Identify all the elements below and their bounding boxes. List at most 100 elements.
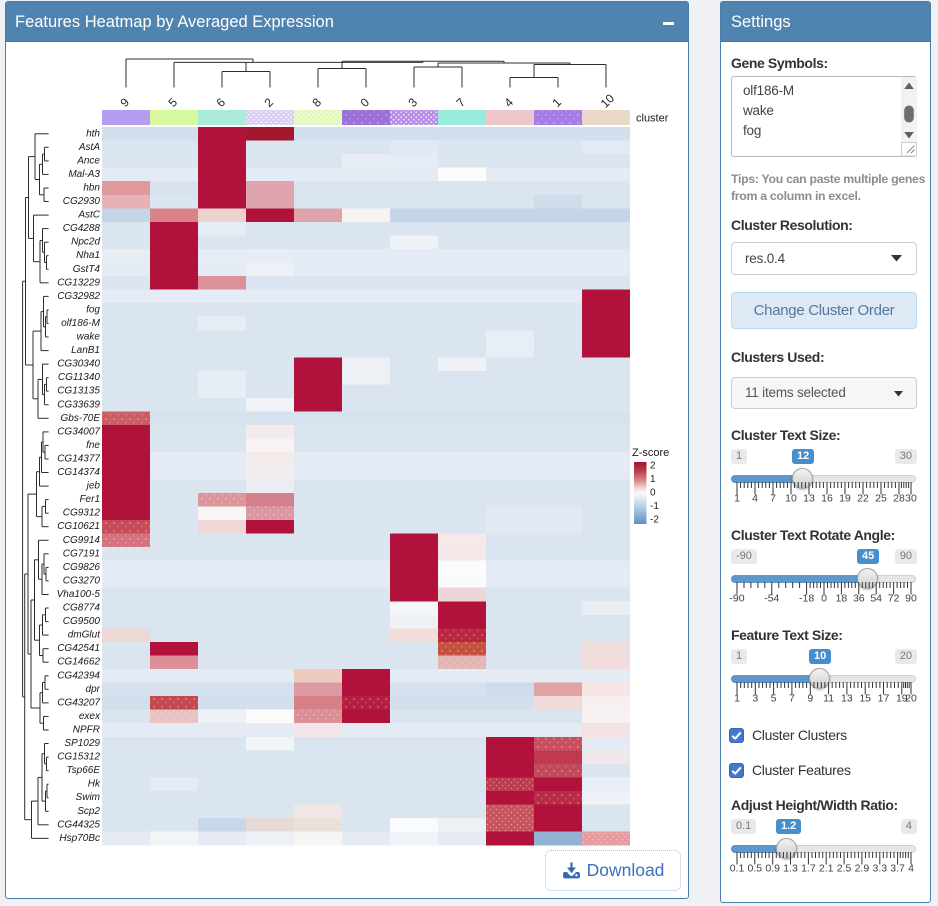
svg-text:Tsp66E: Tsp66E (66, 765, 100, 776)
svg-text:2.5: 2.5 (837, 863, 852, 875)
svg-text:17: 17 (878, 693, 890, 705)
svg-text:13: 13 (803, 493, 815, 505)
svg-text:Hsp70Bc: Hsp70Bc (59, 833, 100, 844)
svg-text:CG14374: CG14374 (57, 467, 100, 478)
svg-text:CG42394: CG42394 (57, 670, 100, 681)
svg-text:Ance: Ance (76, 155, 100, 166)
svg-text:72: 72 (888, 593, 900, 605)
svg-text:36: 36 (853, 593, 865, 605)
svg-text:0: 0 (650, 488, 656, 499)
svg-text:exex: exex (79, 711, 101, 722)
svg-text:18: 18 (836, 593, 848, 605)
svg-text:AstC: AstC (77, 210, 100, 221)
svg-text:fne: fne (86, 440, 100, 451)
svg-text:13: 13 (841, 693, 853, 705)
svg-text:dmGlut: dmGlut (68, 630, 101, 641)
svg-text:5: 5 (165, 95, 180, 110)
svg-text:CG13135: CG13135 (57, 386, 100, 397)
svg-text:9: 9 (117, 95, 132, 110)
svg-text:jeb: jeb (85, 481, 101, 492)
svg-text:7: 7 (789, 693, 795, 705)
svg-text:1: 1 (549, 95, 564, 110)
svg-text:3: 3 (405, 95, 420, 110)
svg-text:CG32982: CG32982 (57, 291, 100, 302)
svg-text:CG11340: CG11340 (58, 372, 101, 383)
svg-text:AstA: AstA (78, 142, 100, 153)
svg-text:25: 25 (875, 493, 887, 505)
svg-text:SP1029: SP1029 (64, 738, 100, 749)
svg-text:CG4288: CG4288 (63, 223, 101, 234)
svg-text:GstT4: GstT4 (73, 264, 101, 275)
svg-text:dpr: dpr (86, 684, 101, 695)
svg-text:3.7: 3.7 (890, 863, 905, 875)
svg-text:CG43207: CG43207 (57, 697, 100, 708)
svg-text:CG2930: CG2930 (63, 196, 101, 207)
svg-text:CG44325: CG44325 (57, 819, 100, 830)
svg-text:cluster: cluster (636, 113, 669, 125)
svg-text:CG33639: CG33639 (57, 399, 100, 410)
svg-text:CG9312: CG9312 (63, 508, 101, 519)
svg-text:4: 4 (501, 95, 516, 110)
svg-text:19: 19 (896, 693, 908, 705)
svg-text:CG3270: CG3270 (63, 575, 101, 586)
svg-text:5: 5 (771, 693, 777, 705)
svg-text:CG34007: CG34007 (57, 426, 100, 437)
svg-text:4: 4 (752, 493, 758, 505)
svg-text:Nha1: Nha1 (76, 250, 100, 261)
svg-text:-54: -54 (764, 593, 779, 605)
svg-text:28: 28 (893, 493, 905, 505)
svg-text:LanB1: LanB1 (71, 345, 100, 356)
svg-text:2: 2 (650, 461, 656, 472)
svg-text:hbn: hbn (83, 183, 100, 194)
svg-text:6: 6 (213, 95, 228, 110)
svg-text:-2: -2 (650, 515, 659, 526)
svg-text:Z-score: Z-score (632, 447, 669, 459)
svg-text:7: 7 (453, 95, 468, 110)
svg-text:54: 54 (870, 593, 882, 605)
svg-text:CG14377: CG14377 (57, 454, 100, 465)
svg-text:8: 8 (309, 95, 324, 110)
svg-text:NPFR: NPFR (73, 725, 100, 736)
svg-text:CG15312: CG15312 (57, 752, 100, 763)
svg-text:1: 1 (734, 493, 740, 505)
svg-text:CG30340: CG30340 (57, 359, 100, 370)
svg-text:CG9500: CG9500 (63, 616, 101, 627)
svg-text:-18: -18 (799, 593, 814, 605)
svg-text:0.1: 0.1 (730, 863, 745, 875)
svg-text:wake: wake (77, 332, 101, 343)
svg-text:Vha100-5: Vha100-5 (57, 589, 101, 600)
svg-text:20: 20 (905, 693, 917, 705)
svg-text:-90: -90 (729, 593, 744, 605)
svg-text:0: 0 (357, 95, 372, 110)
svg-text:hth: hth (86, 128, 100, 139)
svg-text:1.7: 1.7 (801, 863, 816, 875)
svg-text:2: 2 (261, 95, 276, 110)
svg-text:Swim: Swim (76, 792, 100, 803)
svg-text:3: 3 (752, 693, 758, 705)
svg-text:CG8774: CG8774 (63, 603, 101, 614)
svg-text:Npc2d: Npc2d (71, 237, 100, 248)
svg-text:2.9: 2.9 (855, 863, 870, 875)
svg-text:15: 15 (859, 693, 871, 705)
svg-text:olf186-M: olf186-M (61, 318, 101, 329)
svg-text:90: 90 (905, 593, 917, 605)
svg-text:9: 9 (807, 693, 813, 705)
svg-text:Fer1: Fer1 (79, 494, 100, 505)
svg-text:CG7191: CG7191 (63, 548, 100, 559)
svg-text:CG9826: CG9826 (63, 562, 101, 573)
svg-text:Mal-A3: Mal-A3 (68, 169, 100, 180)
svg-text:CG10621: CG10621 (57, 521, 100, 532)
svg-text:16: 16 (821, 493, 833, 505)
svg-text:CG9914: CG9914 (63, 535, 101, 546)
svg-text:1: 1 (650, 474, 656, 485)
svg-text:1: 1 (734, 693, 740, 705)
svg-text:Scp2: Scp2 (77, 806, 100, 817)
svg-text:0.5: 0.5 (747, 863, 762, 875)
svg-text:10: 10 (785, 493, 797, 505)
svg-text:10: 10 (598, 91, 618, 111)
svg-text:3.3: 3.3 (872, 863, 887, 875)
svg-text:7: 7 (770, 493, 776, 505)
svg-text:0: 0 (821, 593, 827, 605)
svg-text:0.9: 0.9 (765, 863, 780, 875)
svg-text:fog: fog (86, 304, 100, 315)
